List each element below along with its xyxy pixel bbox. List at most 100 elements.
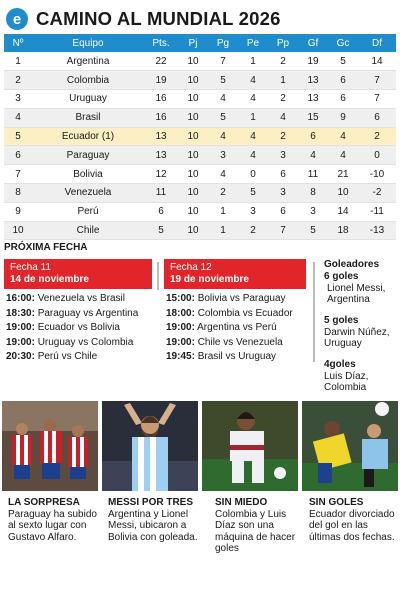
table-cell: Uruguay [32, 89, 144, 109]
table-cell: 4 [208, 89, 238, 109]
table-cell: 7 [268, 221, 298, 241]
table-cell: 5 [238, 183, 268, 203]
table-cell: 2 [268, 52, 298, 72]
fecha-12-matches: 15:00: Bolivia vs Paraguay 18:00: Colombi… [164, 292, 306, 365]
table-cell: 19 [298, 52, 328, 72]
table-cell: 10 [178, 164, 208, 185]
table-cell: 1 [268, 70, 298, 91]
story-caption: SIN MIEDO Colombia y Luis Díaz son una m… [215, 497, 303, 555]
col-header: Gf [298, 34, 328, 52]
col-header: Gc [328, 34, 358, 52]
table-cell: 4 [4, 108, 32, 128]
table-cell: 3 [4, 89, 32, 109]
standings-table: Nº Equipo Pts. Pj Pg Pe Pp Gf Gc Df 1 Arg… [4, 34, 396, 241]
table-cell: 1 [238, 108, 268, 128]
table-cell: 3 [238, 202, 268, 222]
table-cell: 1 [4, 52, 32, 72]
table-cell: Venezuela [32, 183, 144, 203]
match-time: 19:00: [6, 336, 35, 348]
table-cell: 5 [208, 70, 238, 91]
table-cell: 10 [178, 52, 208, 72]
table-cell: 11 [298, 164, 328, 185]
table-cell: 9 [328, 108, 358, 128]
table-cell: 10 [178, 127, 208, 147]
table-cell: 4 [328, 145, 358, 166]
story-caption: LA SORPRESA Paraguay ha subido al sexto … [8, 497, 100, 543]
table-cell: 10 [178, 108, 208, 128]
table-cell: 16 [144, 108, 178, 128]
standings-header-row: Nº Equipo Pts. Pj Pg Pe Pp Gf Gc Df [4, 34, 396, 52]
table-cell: 5 [328, 52, 358, 72]
match-teams: Perú vs Chile [37, 351, 98, 362]
table-cell: 3 [268, 183, 298, 203]
table-cell: 5 [298, 221, 328, 241]
table-cell: 22 [144, 52, 178, 72]
match-time: 19:00: [6, 322, 35, 333]
table-cell: 16 [144, 89, 178, 109]
table-cell: 12 [144, 164, 178, 185]
table-cell: 10 [178, 145, 208, 166]
table-cell: 6 [144, 202, 178, 222]
table-cell: Argentina [32, 52, 144, 72]
match-teams: Colombia vs Ecuador [197, 307, 293, 319]
match-time: 20:30: [6, 351, 35, 362]
table-cell: 2 [208, 183, 238, 203]
match-time: 18:00: [166, 307, 195, 319]
table-cell: 7 [208, 52, 238, 72]
table-cell: Paraguay [32, 145, 144, 166]
story-text: Argentina y Lionel Messi, ubicaron a Bol… [108, 508, 198, 543]
table-cell: 4 [208, 127, 238, 147]
match-teams: Argentina vs Perú [197, 322, 277, 333]
table-cell: 0 [238, 164, 268, 185]
table-row: 6 Paraguay 13 10 3 4 3 4 4 0 [4, 145, 396, 166]
table-cell: 6 [268, 164, 298, 185]
table-cell: -13 [358, 221, 396, 241]
match-item: 19:00: Ecuador vs Bolivia [6, 321, 152, 336]
table-cell: 2 [268, 127, 298, 147]
table-cell: 13 [298, 70, 328, 91]
table-cell: 6 [268, 202, 298, 222]
table-cell: 8 [298, 183, 328, 203]
header: e CAMINO AL MUNDIAL 2026 [0, 6, 400, 32]
match-time: 19:00: [166, 322, 195, 333]
match-time: 16:00: [6, 293, 35, 304]
col-header: Pts. [144, 34, 178, 52]
table-cell: 7 [358, 70, 396, 91]
table-cell: -10 [358, 164, 396, 185]
proxima-fecha-title: PRÓXIMA FECHA [4, 242, 88, 253]
match-item: 19:00: Chile vs Venezuela [166, 336, 306, 351]
publisher-logo-icon: e [6, 8, 28, 30]
scorer-name: Lionel Messi, Argentina [327, 283, 386, 305]
table-cell: 10 [178, 70, 208, 91]
fecha-11-matches: 16:00: Venezuela vs Brasil 18:30: Paragua… [4, 292, 152, 365]
table-cell: 13 [298, 89, 328, 109]
table-cell: 1 [238, 52, 268, 72]
scorer-name: Darwin Núñez, Uruguay [324, 327, 390, 349]
table-row: 3 Uruguay 16 10 4 4 2 13 6 7 [4, 89, 396, 109]
page-title: CAMINO AL MUNDIAL 2026 [36, 8, 281, 29]
table-cell: 10 [178, 221, 208, 241]
table-cell: 3 [298, 202, 328, 222]
table-cell: 2 [268, 89, 298, 109]
table-cell: 21 [328, 164, 358, 185]
table-cell: 8 [4, 183, 32, 203]
table-cell: 0 [358, 145, 396, 166]
table-cell: Perú [32, 202, 144, 222]
table-row: 1 Argentina 22 10 7 1 2 19 5 14 [4, 52, 396, 72]
fecha-11-panel: Fecha 11 14 de noviembre 16:00: Venezuel… [4, 259, 152, 365]
story-headline: SIN MIEDO [215, 497, 268, 508]
match-item: 19:45: Brasil vs Uruguay [166, 350, 306, 365]
table-cell: 4 [208, 164, 238, 185]
table-cell: 3 [268, 145, 298, 166]
goal-count: 4goles [324, 359, 356, 370]
scorer-name: Luis Díaz, Colombia [324, 371, 369, 393]
col-header: Pj [178, 34, 208, 52]
fecha-12-label: Fecha 12 [170, 262, 212, 273]
match-teams: Brasil vs Uruguay [197, 351, 277, 362]
table-cell: 5 [144, 221, 178, 241]
table-cell: 4 [238, 89, 268, 109]
table-cell: 9 [4, 202, 32, 222]
table-cell: 7 [358, 89, 396, 109]
story-headline: MESSI POR TRES [108, 497, 194, 508]
match-time: 19:00: [166, 336, 195, 348]
